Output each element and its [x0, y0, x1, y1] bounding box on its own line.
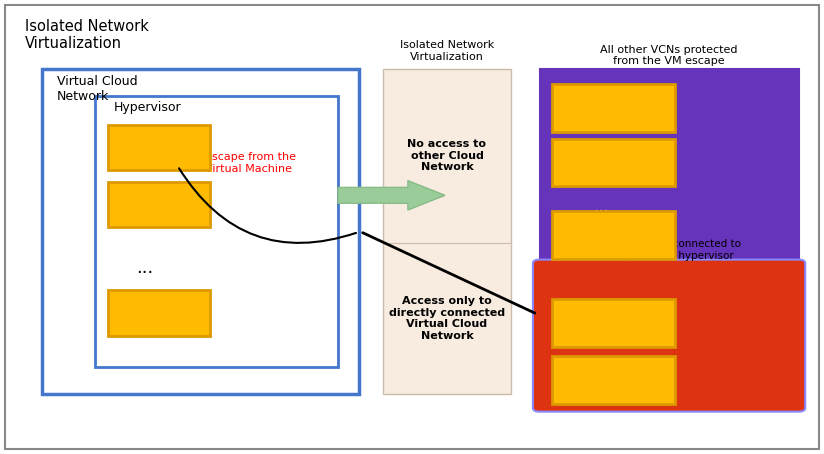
Text: All other VCNs protected
from the VM escape: All other VCNs protected from the VM esc…	[601, 45, 737, 66]
FancyArrowPatch shape	[363, 233, 535, 313]
FancyBboxPatch shape	[108, 125, 210, 170]
FancyBboxPatch shape	[540, 69, 798, 291]
FancyBboxPatch shape	[42, 69, 358, 395]
Text: Virtual Cloud
Network: Virtual Cloud Network	[57, 75, 138, 104]
Text: VCN3: VCN3	[595, 102, 632, 115]
FancyBboxPatch shape	[552, 84, 675, 132]
Text: ...: ...	[136, 259, 153, 277]
FancyBboxPatch shape	[552, 300, 675, 347]
FancyBboxPatch shape	[552, 211, 675, 259]
Text: n: n	[610, 228, 618, 242]
Text: Access only to
directly connected
Virtual Cloud
Network: Access only to directly connected Virtua…	[389, 296, 505, 341]
Text: Isolated Network
Virtualization: Isolated Network Virtualization	[400, 40, 494, 62]
Text: VCN1: VCN1	[595, 317, 633, 330]
FancyBboxPatch shape	[5, 5, 819, 449]
Text: VCN4: VCN4	[595, 156, 633, 169]
FancyBboxPatch shape	[108, 291, 210, 336]
Text: No access to
other Cloud
Network: No access to other Cloud Network	[407, 139, 486, 173]
Text: n: n	[155, 306, 164, 320]
Text: VCN: VCN	[578, 228, 607, 242]
Text: VM1: VM1	[143, 198, 175, 211]
FancyBboxPatch shape	[108, 182, 210, 227]
Text: Hypervisor: Hypervisor	[114, 101, 181, 114]
FancyBboxPatch shape	[552, 356, 675, 404]
FancyBboxPatch shape	[533, 260, 805, 412]
Text: Isolated Network
Virtualization: Isolated Network Virtualization	[26, 19, 149, 51]
FancyBboxPatch shape	[552, 139, 675, 186]
FancyArrowPatch shape	[179, 168, 356, 243]
FancyBboxPatch shape	[383, 69, 511, 395]
PathPatch shape	[338, 181, 445, 210]
Text: VM: VM	[130, 306, 152, 320]
Text: VCN2: VCN2	[595, 373, 633, 386]
FancyBboxPatch shape	[96, 96, 338, 367]
Text: Escape from the
Virtual Machine: Escape from the Virtual Machine	[204, 153, 296, 174]
Text: ...: ...	[593, 197, 609, 216]
Text: VM1: VM1	[143, 141, 175, 154]
Text: VCNs that are connected to
compromised hypervisor: VCNs that are connected to compromised h…	[597, 239, 741, 261]
